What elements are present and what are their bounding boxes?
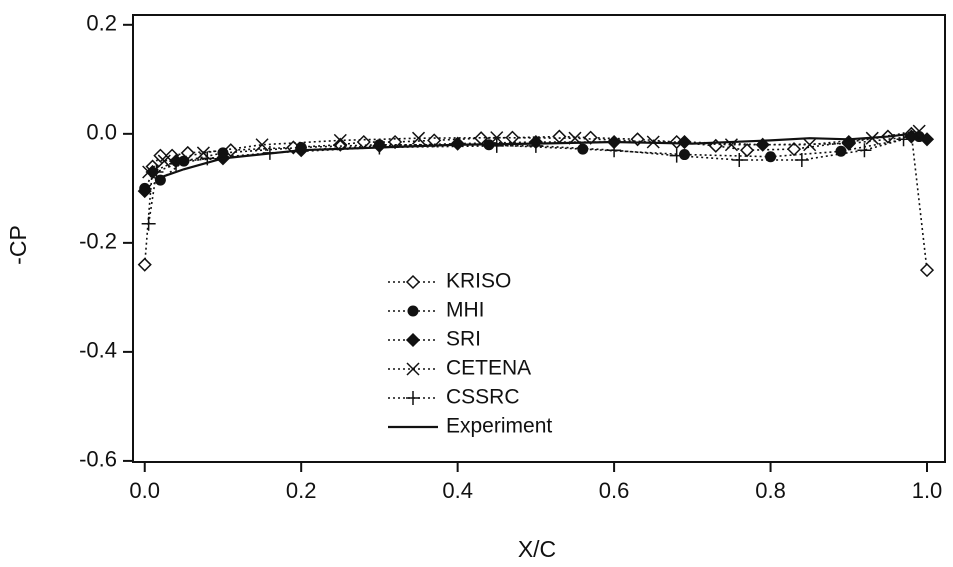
- marker: [142, 165, 156, 179]
- marker: [141, 216, 156, 231]
- legend-text: CETENA: [446, 357, 531, 380]
- y-tick-label: -0.4: [79, 338, 117, 363]
- marker: [528, 138, 543, 153]
- series-line: [148, 130, 920, 173]
- marker: [153, 148, 168, 163]
- marker: [607, 143, 622, 158]
- marker: [912, 124, 926, 138]
- marker: [677, 134, 692, 150]
- legend-marker: [406, 362, 420, 376]
- marker: [583, 130, 598, 145]
- legend-marker: [405, 274, 421, 290]
- y-tick-label: 0.2: [86, 11, 117, 36]
- y-tick-label: 0.0: [86, 120, 117, 145]
- legend-marker: [407, 305, 419, 317]
- x-axis-label: X/C: [518, 536, 556, 562]
- marker: [724, 138, 738, 152]
- legend-marker: [405, 332, 421, 348]
- marker: [732, 153, 747, 168]
- x-tick-label: 0.8: [755, 478, 786, 503]
- y-tick-label: -0.2: [79, 229, 117, 254]
- x-tick-label: 0.0: [129, 478, 160, 503]
- marker: [857, 143, 872, 158]
- legend-text: CSSRC: [446, 386, 520, 409]
- y-tick-label: -0.6: [79, 447, 117, 472]
- marker: [169, 156, 184, 171]
- marker: [137, 257, 152, 272]
- marker: [157, 154, 171, 168]
- marker: [835, 145, 847, 157]
- marker: [149, 164, 164, 179]
- marker: [740, 143, 755, 158]
- legend-marker: [406, 391, 420, 405]
- y-axis-label: -CP: [5, 225, 31, 265]
- legend-text: Experiment: [446, 415, 552, 438]
- marker: [137, 184, 152, 199]
- marker: [505, 130, 520, 145]
- marker: [411, 131, 426, 145]
- marker: [786, 142, 802, 157]
- marker: [919, 263, 935, 278]
- marker: [490, 131, 504, 145]
- series-line: [143, 135, 928, 192]
- legend-text: SRI: [446, 328, 481, 351]
- x-tick-label: 0.4: [442, 478, 473, 503]
- marker: [803, 138, 817, 152]
- x-tick-label: 1.0: [912, 478, 943, 503]
- marker: [794, 153, 809, 168]
- plot-frame: [132, 14, 946, 463]
- marker: [552, 129, 567, 144]
- marker: [333, 133, 347, 147]
- marker: [669, 148, 684, 163]
- legend-text: KRISO: [446, 270, 511, 293]
- series-line: [147, 138, 904, 224]
- marker: [255, 138, 269, 152]
- x-tick-label: 0.6: [599, 478, 630, 503]
- legend-text: MHI: [446, 299, 485, 322]
- marker: [679, 149, 691, 161]
- marker: [489, 138, 504, 153]
- x-tick-label: 0.2: [286, 478, 317, 503]
- series-line: [160, 132, 912, 179]
